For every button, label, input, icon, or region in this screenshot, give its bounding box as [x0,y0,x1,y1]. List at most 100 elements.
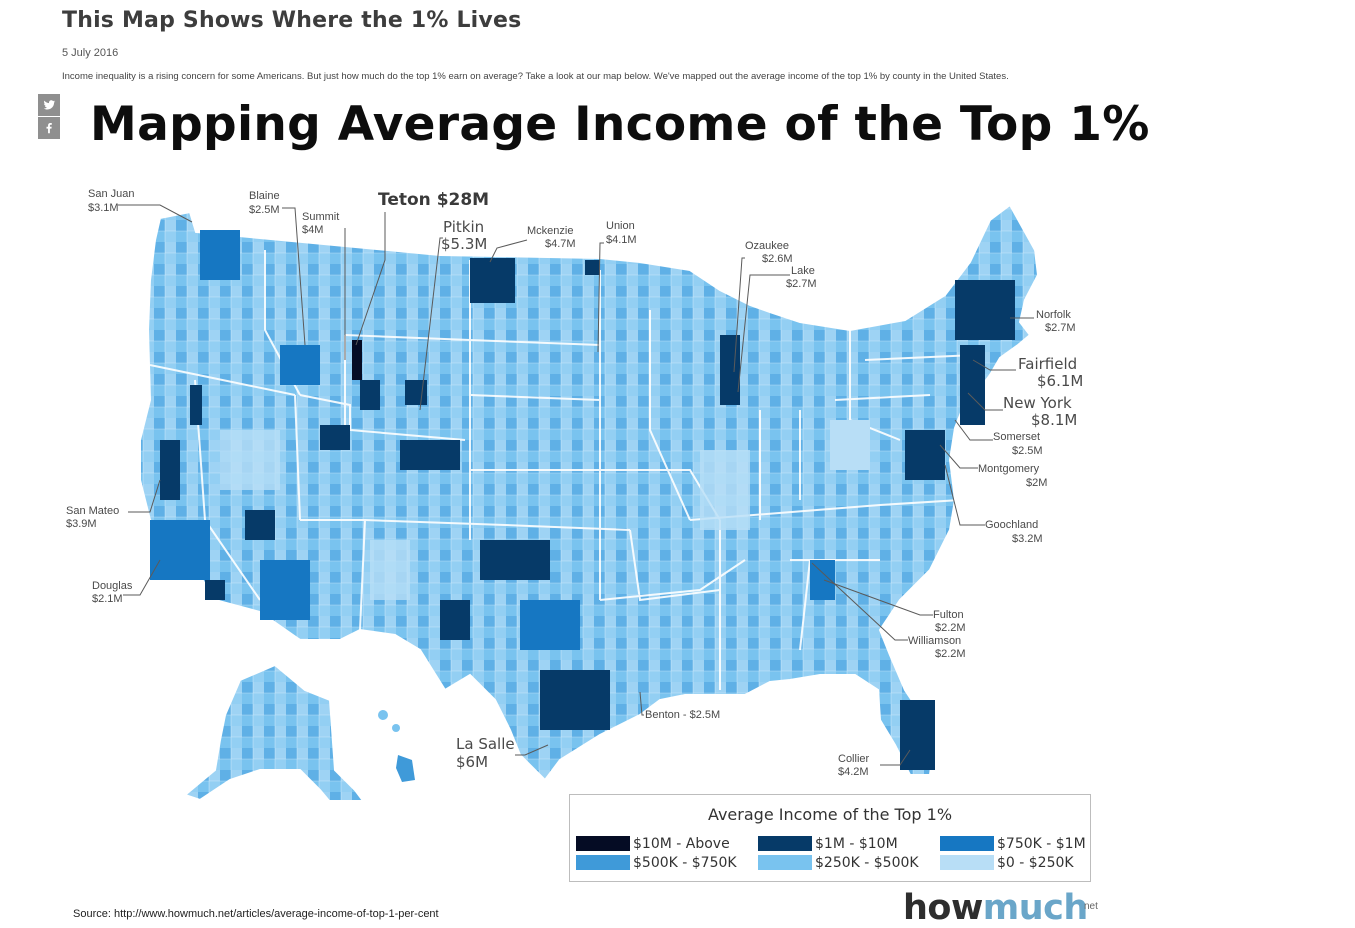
callout-value: $4M [302,224,323,236]
callout-value: $2.5M [1012,445,1043,457]
callout-leaders [118,204,1034,766]
howmuch-logo[interactable]: howmuch [903,888,1088,928]
infographic-title: Mapping Average Income of the Top 1% [90,97,1150,152]
article-date: 5 July 2016 [62,47,119,59]
callout-value: $5.3M [441,235,487,253]
callout-name: Blaine [249,190,280,202]
legend-swatch [576,855,630,870]
callout-value: $8.1M [1031,411,1077,429]
callout-collier: Collier $4.2M [838,753,870,778]
callout-san-juan: San Juan $3.1M [88,188,134,214]
high-income-counties [150,230,1015,770]
alaska-shape [182,663,364,800]
legend-label: $500K - $750K [633,854,737,871]
article-title: This Map Shows Where the 1% Lives [62,8,522,33]
callout-value: $2.7M [1045,322,1076,334]
callout-value: $4.2M [838,766,869,778]
legend-label: $250K - $500K [815,854,919,871]
callout-value: $2.2M [935,648,966,660]
legend-swatch [758,855,812,870]
legend-swatch [576,836,630,851]
twitter-share-button[interactable] [38,94,60,116]
legend-label: $10M - Above [633,835,730,852]
legend-title: Average Income of the Top 1% [707,805,953,824]
callout-williamson: Williamson $2.2M [908,635,966,660]
legend-item: $1M - $10M [758,835,940,852]
callout-name: Collier [838,753,870,765]
callout-value: $3.1M [88,202,119,214]
callout-name: Goochland [985,519,1038,531]
callout-name: Fulton [933,609,964,621]
callout-union: Union $4.1M [606,220,637,246]
legend-label: $750K - $1M [997,835,1086,852]
state-borders [149,250,976,690]
callout-value: $3.2M [1012,533,1043,545]
callout-ozaukee: Ozaukee $2.6M [745,240,793,265]
legend-swatch [940,855,994,870]
legend-label: $1M - $10M [815,835,898,852]
callout-goochland: Goochland $3.2M [985,519,1043,545]
callout-name: Mckenzie [527,225,573,237]
callout-value: $4.7M [545,238,576,250]
callout-mckenzie: Mckenzie $4.7M [527,225,576,250]
callout-name: Pitkin [443,218,484,236]
facebook-share-button[interactable] [38,117,60,139]
callout-text: Benton - $2.5M [645,709,720,721]
callout-name: Norfolk [1036,309,1071,321]
legend-item: $10M - Above [576,835,758,852]
callout-name: Fairfield [1018,355,1077,373]
callout-montgomery: Montgomery $2M [978,463,1047,489]
callout-douglas: Douglas $2.1M [92,580,133,605]
callout-name: Ozaukee [745,240,789,252]
callout-name: San Mateo [66,505,119,517]
contiguous-us-shape [139,203,1040,782]
callout-name: New York [1003,394,1072,412]
logo-net-text: net [1084,901,1098,912]
callout-la-salle: La Salle $6M [456,735,515,771]
legend-items: $10M - Above $1M - $10M $750K - $1M $500… [576,835,1086,871]
callout-pitkin: Pitkin $5.3M [441,218,487,253]
legend-item: $0 - $250K [940,854,1086,871]
callout-fulton: Fulton $2.2M [933,609,966,634]
logo-how-text: how [903,888,983,928]
callout-name: Douglas [92,580,133,592]
callout-value: $2.6M [762,253,793,265]
callout-new-york: New York $8.1M [1003,394,1077,429]
callout-value: $6.1M [1037,372,1083,390]
callout-teton: Teton $28M [378,190,489,210]
callout-value: $2.2M [935,622,966,634]
facebook-icon [46,123,52,134]
source-link[interactable]: Source: http://www.howmuch.net/articles/… [73,908,439,920]
callout-name: Montgomery [978,463,1040,475]
legend-swatch [758,836,812,851]
callout-somerset: Somerset $2.5M [993,431,1043,457]
callout-blaine: Blaine $2.5M [249,190,280,216]
hawaii-islands [378,710,415,782]
callout-lake: Lake $2.7M [786,265,817,290]
callout-fairfield: Fairfield $6.1M [1018,355,1083,390]
callout-value: $2.5M [249,204,280,216]
callout-name: Lake [791,265,815,277]
article-intro: Income inequality is a rising concern fo… [62,71,1009,82]
callout-san-mateo: San Mateo $3.9M [66,505,119,530]
twitter-icon [43,100,56,110]
legend-label: $0 - $250K [997,854,1074,871]
callout-benton: Benton - $2.5M [645,709,720,721]
callout-value: $2M [1026,477,1047,489]
callout-norfolk: Norfolk $2.7M [1036,309,1076,334]
legend-item: $250K - $500K [758,854,940,871]
legend-swatch [940,836,994,851]
callout-value: $2.7M [786,278,817,290]
callout-value: $2.1M [92,593,123,605]
legend-item: $500K - $750K [576,854,758,871]
callout-name: Williamson [908,635,961,647]
callout-name: Union [606,220,635,232]
legend-item: $750K - $1M [940,835,1086,852]
logo-much-text: much [982,888,1089,928]
map-legend: Average Income of the Top 1% $10M - Abov… [569,794,1091,882]
callout-name: Summit [302,211,339,223]
callout-text: Teton $28M [378,190,489,210]
us-county-map: San Juan $3.1M Blaine $2.5M Summit $4M T… [66,188,1083,800]
callout-name: La Salle [456,735,515,753]
callout-value: $3.9M [66,518,97,530]
